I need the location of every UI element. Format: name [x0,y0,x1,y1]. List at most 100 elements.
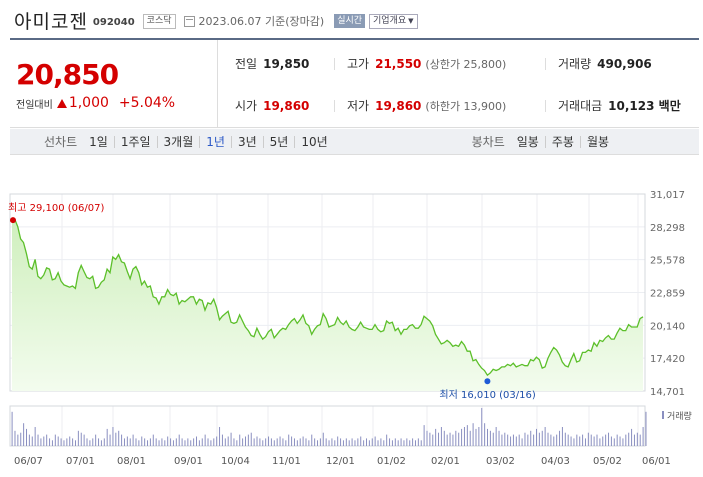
volume-bar [103,438,105,446]
price-cell: 20,850 전일대비 1,000 +5.04% [10,40,218,128]
volume-bar [584,438,586,446]
volume-bar [305,438,307,446]
volume-bar [100,440,102,446]
amount-label: 거래대금 [558,99,603,113]
volume-bar [219,427,221,446]
prev-close-row: 전일 19,850 [235,54,309,74]
volume-bar [106,428,108,446]
volume-bar [302,436,304,446]
y-tick-label: 28,298 [650,223,685,234]
volume-bar [293,438,295,446]
tab-monthly[interactable]: 월봉 [579,135,615,148]
volume-bar [259,438,261,446]
base-date: 2023.06.07 기준(장마감) [198,15,325,28]
volume-bar [74,440,76,446]
x-tick-label: 04/03 [541,456,570,467]
volume-bar [481,408,483,446]
low-row: 저가 19,860 (하한가 13,900) [347,96,506,116]
volume-bar [527,434,529,446]
volume-bar [337,436,339,446]
up-arrow-icon [56,98,67,108]
candle-chart-label: 봉차트 [471,135,505,149]
open-label: 시가 [235,99,258,113]
volume-bar [590,434,592,446]
volume-bar [593,436,595,446]
volume-bar [357,438,359,446]
prev-close-value: 19,850 [263,57,310,71]
volume-bar [642,427,644,446]
volume-bar [587,432,589,446]
volume-bar [538,432,540,446]
volume-bar [383,440,385,446]
volume-bar [334,440,336,446]
volume-bar [69,436,71,446]
volume-bar [374,436,376,446]
volume-bar [452,434,454,446]
volume-label: 거래량 [558,57,592,71]
tab-3y[interactable]: 3년 [230,135,263,148]
y-tick-label: 22,859 [650,289,685,300]
quote-panel: 20,850 전일대비 1,000 +5.04% 전일 19,850 시가 19,8… [10,38,699,128]
tab-5y[interactable]: 5년 [262,135,295,148]
volume-bar [518,434,520,446]
volume-bar [619,436,621,446]
volume-bar [279,436,281,446]
volume-bar [484,423,486,446]
tab-weekly[interactable]: 주봉 [544,135,580,148]
volume-bar [262,440,264,446]
tab-1d[interactable]: 1일 [89,134,108,149]
volume-bar [126,436,128,446]
volume-bar [170,438,172,446]
lower-limit: (하한가 13,900) [425,100,507,113]
volume-bar [196,436,198,446]
tab-daily[interactable]: 일봉 [516,134,539,149]
volume-bar [449,432,451,446]
volume-bar [296,440,298,446]
volume-bar [164,440,166,446]
volume-bar [386,434,388,446]
volume-bar [265,438,267,446]
volume-bar [446,434,448,446]
volume-bar [109,434,111,446]
volume-bar [268,436,270,446]
divider [545,58,546,70]
volume-bar [193,438,195,446]
volume-bar [46,434,48,446]
volume-bar [314,438,316,446]
info-col-2: 고가 21,550 (상한가 25,800) 저가 19,860 (하한가 13,900… [347,40,547,128]
volume-bar [236,440,238,446]
amount-row: 거래대금 10,123 백만 [558,96,681,116]
volume-bar [152,434,154,446]
volume-bar [86,438,88,446]
volume-bar [403,440,405,446]
volume-bar [487,428,489,446]
x-tick-label: 02/01 [431,456,460,467]
stock-header: 아미코젠 092040 코스닥 2023.06.07 기준(장마감) 실시간 기… [14,6,418,34]
company-info-dropdown[interactable]: 기업개요 ▼ [369,13,418,29]
volume-bar [443,430,445,446]
volume-bar [573,438,575,446]
realtime-button[interactable]: 실시간 [334,14,366,28]
volume-bar [308,440,310,446]
volume-bar [616,434,618,446]
period-tabs: 선차트 1일 1주일 3개월 1년 3년 5년 10년 봉차트 일봉 주봉 월봉 [10,129,699,155]
volume-legend-label: 거래량 [667,410,692,422]
tab-3m[interactable]: 3개월 [156,135,200,148]
volume-bar [115,432,117,446]
low-label: 저가 [347,99,370,113]
tab-1w[interactable]: 1주일 [113,135,157,148]
calendar-icon [183,16,195,27]
tab-1y[interactable]: 1년 [199,135,231,148]
volume-bar [282,438,284,446]
volume-bar [80,432,82,446]
volume-bar [432,434,434,446]
volume-bar [363,440,365,446]
volume-bar [547,432,549,446]
volume-bar [354,440,356,446]
volume-bar [184,440,186,446]
volume-bar [613,438,615,446]
tab-10y[interactable]: 10년 [294,135,333,148]
volume-bar [469,430,471,446]
volume-legend-swatch [662,411,664,419]
volume-bar [345,438,347,446]
